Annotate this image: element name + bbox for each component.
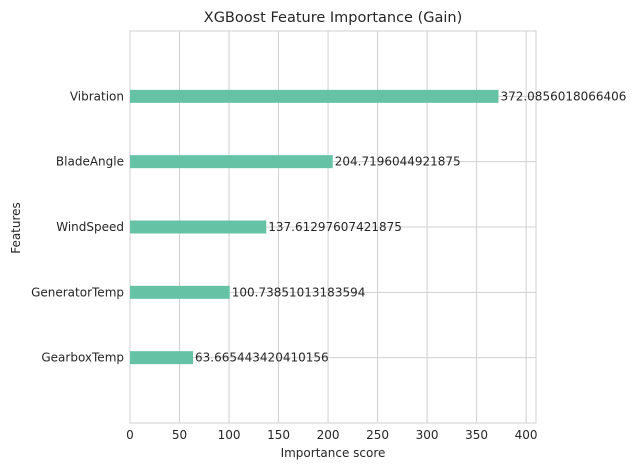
value-label: 63.665443420410156 (195, 351, 329, 365)
chart-title: XGBoost Feature Importance (Gain) (204, 10, 462, 26)
x-tick-label: 0 (126, 428, 134, 442)
x-tick-label: 50 (172, 428, 187, 442)
y-tick-label: GearboxTemp (41, 351, 124, 365)
x-tick-labels: 0 50 100 150 200 250 300 350 400 (126, 428, 537, 442)
value-labels: 372.0856018066406 204.7196044921875 137.61… (195, 89, 626, 364)
x-tick-label: 350 (465, 428, 488, 442)
y-tick-label: Vibration (70, 89, 124, 103)
x-tick-label: 150 (267, 428, 290, 442)
bar-gearboxtemp (130, 351, 194, 365)
x-tick-label: 300 (416, 428, 439, 442)
x-tick-label: 100 (218, 428, 241, 442)
x-tick-label: 400 (515, 428, 538, 442)
y-tick-label: BladeAngle (56, 155, 124, 169)
x-axis-label: Importance score (281, 446, 386, 460)
x-tick-label: 200 (317, 428, 340, 442)
value-label: 372.0856018066406 (500, 89, 626, 103)
bar-windspeed (130, 220, 267, 234)
y-tick-label: WindSpeed (56, 220, 124, 234)
y-tick-label: GeneratorTemp (31, 285, 124, 299)
bar-bladeangle (130, 155, 333, 169)
bar-vibration (130, 89, 499, 103)
value-label: 204.7196044921875 (335, 155, 461, 169)
bars (130, 89, 499, 365)
y-tick-labels: Vibration BladeAngle WindSpeed GeneratorTem… (31, 89, 124, 364)
value-label: 100.73851013183594 (232, 285, 366, 299)
value-label: 137.61297607421875 (268, 220, 402, 234)
x-tick-label: 250 (366, 428, 389, 442)
bar-generatortemp (130, 285, 230, 299)
y-axis-label: Features (9, 202, 23, 254)
